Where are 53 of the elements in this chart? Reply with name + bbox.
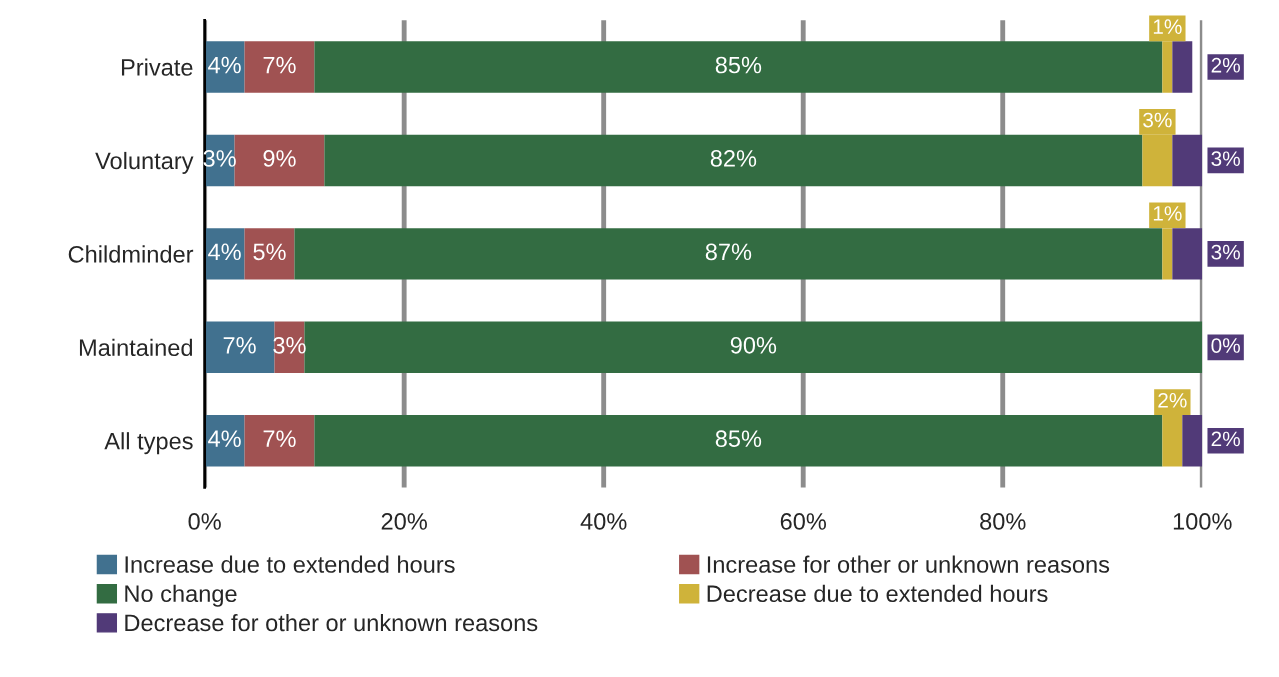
- data-label: 7%: [263, 56, 296, 74]
- data-label: 4%: [208, 243, 241, 261]
- bar: [234, 134, 325, 187]
- legend-label: Increase for other or unknown reasons: [707, 555, 1110, 573]
- bar: [244, 415, 315, 467]
- data-label: 2%: [1211, 57, 1240, 73]
- data-label: 2%: [1158, 392, 1187, 408]
- bar: [304, 321, 1203, 373]
- data-label: 87%: [705, 243, 752, 261]
- data-label: 7%: [263, 430, 296, 447]
- bar: [1172, 134, 1203, 187]
- data-label: 2%: [1211, 431, 1240, 447]
- x-tick-label: 0%: [188, 513, 221, 530]
- x-tick-label: 40%: [580, 513, 627, 530]
- data-label: 1%: [1153, 19, 1182, 34]
- data-label: 82%: [710, 150, 757, 167]
- x-tick-label: 80%: [980, 513, 1026, 530]
- bar: [1172, 228, 1203, 280]
- bar: [324, 134, 1143, 187]
- bar: [1182, 415, 1203, 467]
- data-label: 85%: [715, 430, 762, 448]
- data-label: 7%: [223, 337, 256, 354]
- data-label: 5%: [253, 243, 286, 261]
- legend-label: Decrease due to extended hours: [707, 584, 1048, 603]
- bar: [244, 228, 295, 280]
- data-label: 9%: [263, 150, 296, 167]
- y-tick-label: Voluntary: [95, 151, 194, 174]
- data-label: 4%: [208, 430, 241, 447]
- y-tick-label: Private: [121, 58, 193, 76]
- legend-label: Decrease for other or unknown reasons: [125, 613, 538, 632]
- bar: [314, 415, 1163, 467]
- y-tick-label: Childminder: [68, 245, 194, 263]
- bar: [294, 228, 1163, 280]
- data-label: 3%: [1211, 151, 1240, 167]
- bar: [204, 321, 275, 373]
- data-label: 85%: [715, 56, 762, 74]
- data-label: 90%: [730, 336, 777, 354]
- x-tick-label: 100%: [1173, 513, 1232, 530]
- data-label: 4%: [208, 56, 241, 74]
- bar: [204, 41, 245, 93]
- legend-label: No change: [125, 584, 237, 607]
- x-tick-label: 60%: [780, 513, 826, 530]
- data-label: 1%: [1153, 206, 1182, 221]
- bar: [244, 41, 315, 93]
- bar: [204, 228, 245, 280]
- y-tick-label: Maintained: [79, 338, 193, 357]
- data-label: 0%: [1211, 338, 1240, 353]
- data-label: 3%: [1211, 244, 1240, 260]
- bar: [314, 41, 1163, 93]
- y-tick-label: All types: [104, 432, 193, 455]
- data-label: 3%: [1143, 112, 1172, 128]
- legend-label: Increase due to extended hours: [125, 555, 455, 573]
- x-tick-label: 20%: [381, 513, 427, 530]
